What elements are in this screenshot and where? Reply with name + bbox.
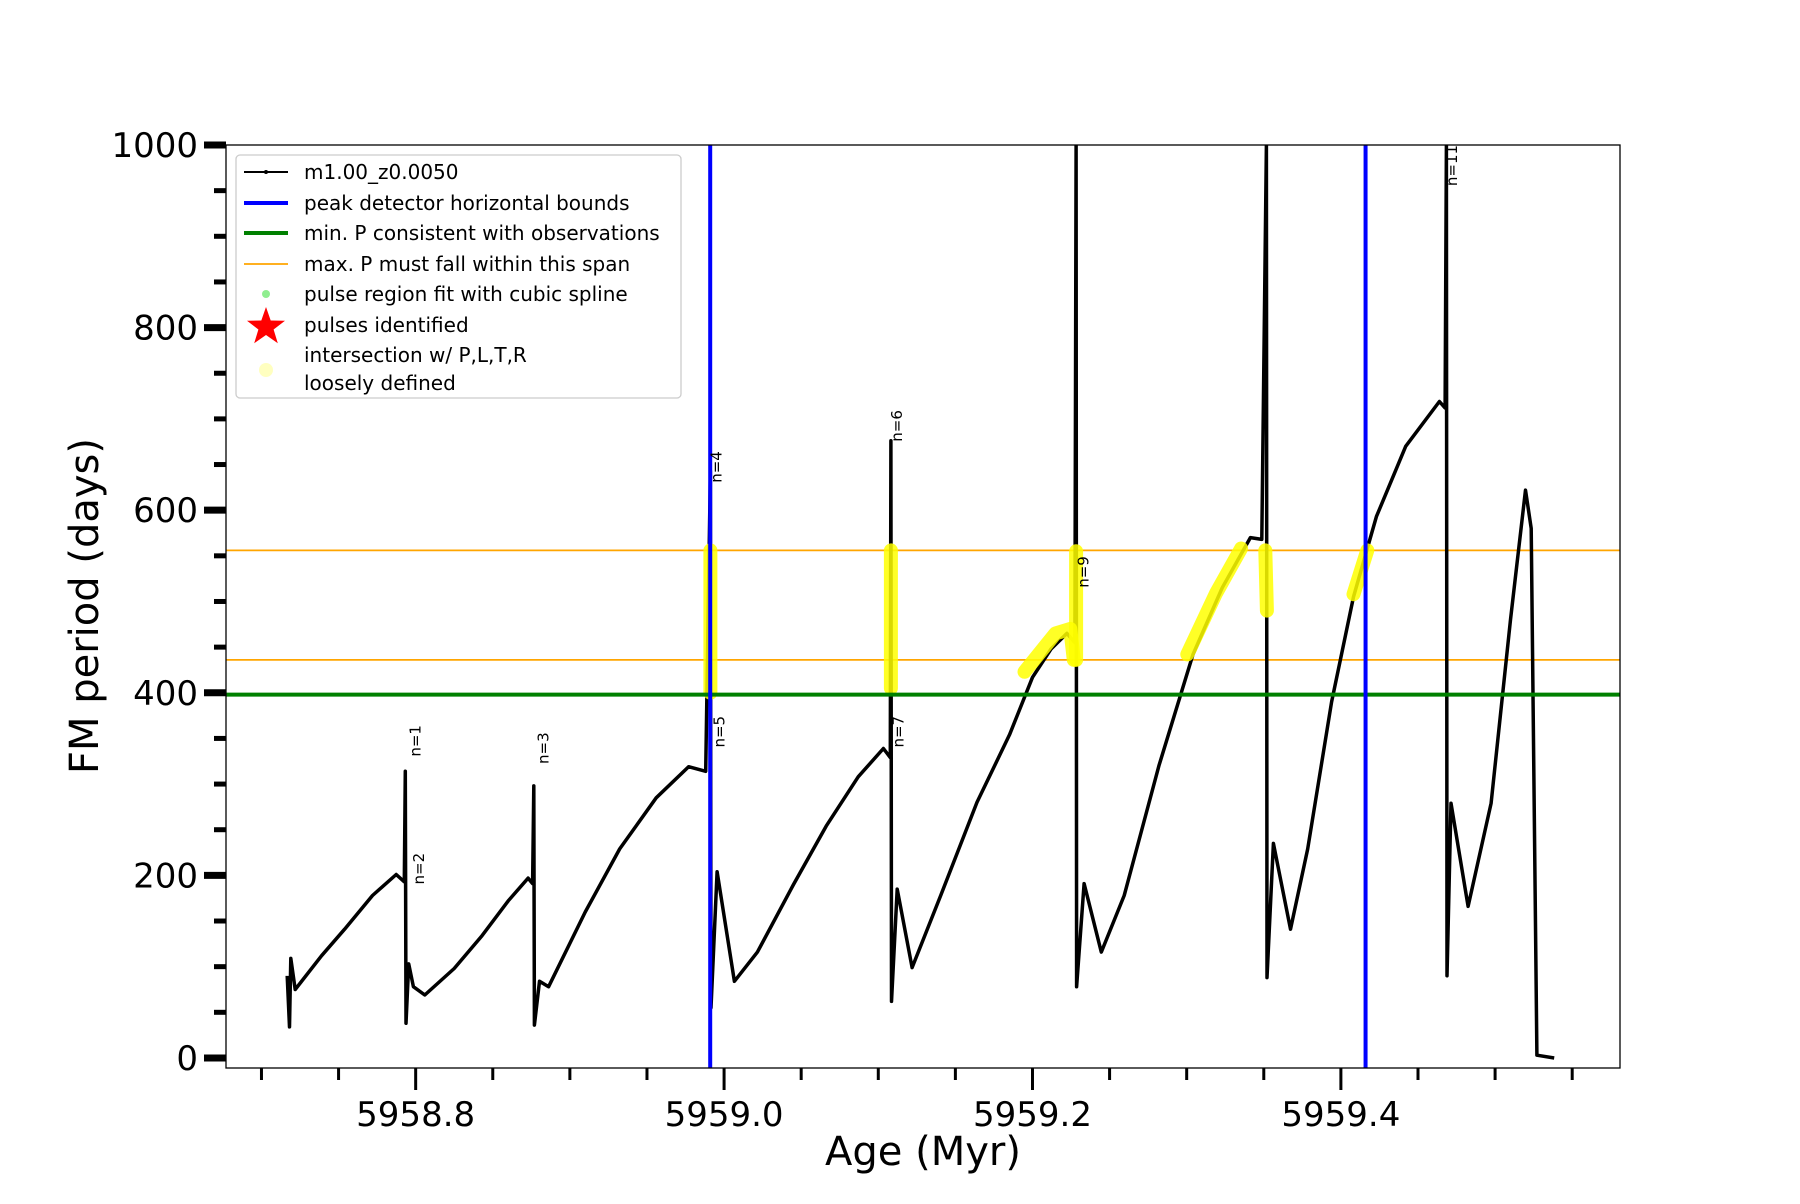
- y-tick-label: 600: [133, 491, 198, 531]
- pulse-label-n2: n=2: [410, 853, 428, 885]
- legend-item: intersection w/ P,L,T,R loosely defined: [259, 343, 527, 395]
- legend-item: peak detector horizontal bounds: [244, 191, 630, 215]
- legend-item: min. P consistent with observations: [244, 221, 660, 245]
- legend-peak-1-label: peak detector horizontal bounds: [304, 191, 630, 215]
- x-tick-label: 5958.8: [356, 1095, 475, 1135]
- legend-dot-icon: [262, 290, 270, 298]
- y-tick-label: 200: [133, 856, 198, 896]
- legend-marker-icon: [264, 170, 268, 174]
- legend-max-3-label: max. P must fall within this span: [304, 252, 630, 276]
- legend-pulse-4-label: pulse region fit with cubic spline: [304, 282, 628, 306]
- legend-pulses-5-label: pulses identified: [304, 313, 469, 337]
- legend-box: [235, 154, 682, 399]
- pulse-label-n7: n=7: [889, 716, 907, 748]
- plot-area: n=1 n=2 n=3 n=4 n=5 n=6 n=7 n=9 n=11 0 200 400 600 80…: [111, 126, 1621, 1135]
- pulse-label-n9: n=9: [1074, 556, 1092, 588]
- legend-star-icon: [247, 307, 285, 344]
- plot-content: n=1 n=2 n=3 n=4 n=5 n=6 n=7 n=9 n=11: [226, 145, 1620, 1068]
- legend-min-2-label: min. P consistent with observations: [304, 221, 660, 245]
- legend-intersection-6-label-2: loosely defined: [304, 371, 456, 395]
- intersection-segment-4: [1180, 541, 1249, 662]
- legend-item: max. P must fall within this span: [244, 252, 630, 276]
- y-tick-label: 800: [133, 309, 198, 349]
- intersection-segment-5: [1258, 543, 1274, 618]
- legend-item: pulse region fit with cubic spline: [262, 282, 628, 306]
- legend-m100z00050-0-label: m1.00_z0.0050: [304, 160, 459, 184]
- pulse-label-n4: n=4: [707, 451, 725, 483]
- intersection-segment-2: [1017, 621, 1081, 679]
- pulse-label-n3: n=3: [535, 732, 553, 764]
- pulse-label-n1: n=1: [407, 725, 425, 757]
- pulse-label-n5: n=5: [710, 716, 728, 748]
- legend-intersection-6-label: intersection w/ P,L,T,R: [304, 343, 527, 367]
- legend-item: m1.00_z0.0050: [244, 160, 459, 184]
- y-axis-label: FM period (days): [62, 438, 108, 774]
- pulse-label-n11: n=11: [1443, 145, 1461, 186]
- legend-item: pulses identified: [247, 307, 469, 344]
- legend-dot-icon: [259, 363, 273, 377]
- y-tick-label: 1000: [111, 126, 198, 166]
- y-tick-label: 400: [133, 674, 198, 714]
- pulse-label-n6: n=6: [888, 410, 906, 442]
- x-tick-label: 5959.2: [973, 1095, 1092, 1135]
- axes-frame: [225, 144, 1621, 1069]
- y-tick-label: 0: [176, 1039, 198, 1079]
- x-tick-label: 5959.4: [1281, 1095, 1400, 1135]
- x-axis-label: Age (Myr): [825, 1129, 1021, 1175]
- series-line-m1.00_z0.0050: [285, 145, 1555, 1060]
- x-tick-label: 5959.0: [665, 1095, 784, 1135]
